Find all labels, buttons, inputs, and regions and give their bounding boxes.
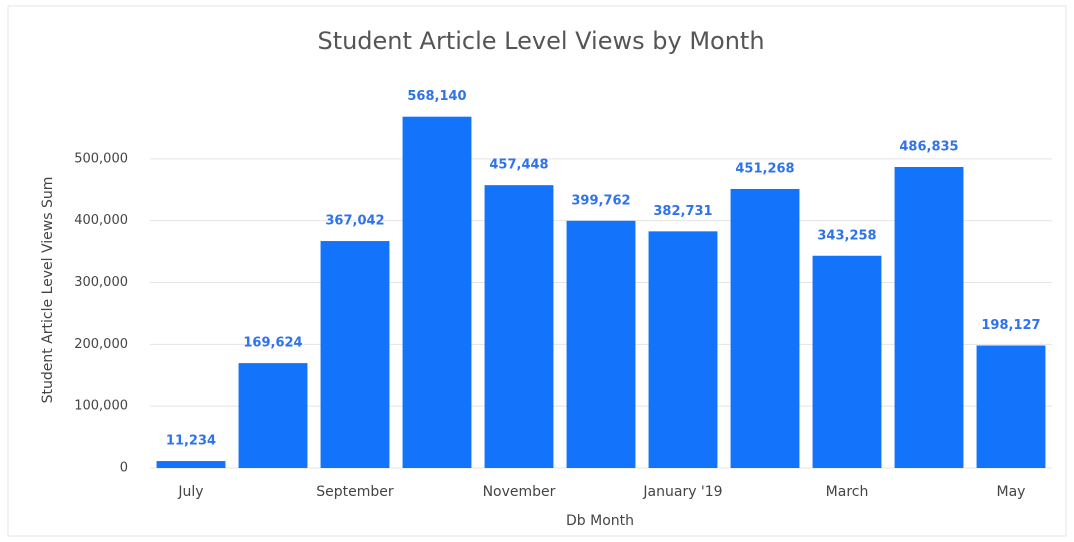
x-tick-label: September: [316, 484, 394, 500]
y-tick-label: 300,000: [74, 275, 128, 290]
data-label: 382,731: [653, 204, 712, 219]
x-tick-label: July: [177, 484, 203, 500]
bar: [976, 345, 1046, 468]
data-label: 11,234: [166, 434, 216, 449]
x-tick-label: March: [826, 484, 869, 500]
bar: [484, 185, 554, 468]
x-tick-label: May: [997, 484, 1026, 500]
bar: [648, 231, 718, 468]
y-tick-label: 0: [120, 461, 128, 476]
y-tick-label: 400,000: [74, 213, 128, 228]
data-label: 568,140: [407, 89, 466, 104]
data-label: 343,258: [817, 228, 876, 243]
bar: [566, 220, 636, 468]
data-label: 451,268: [735, 161, 794, 176]
data-label: 169,624: [243, 336, 302, 351]
y-axis-title: Student Article Level Views Sum: [40, 177, 56, 404]
bar: [320, 241, 390, 468]
data-label: 457,448: [489, 158, 548, 173]
chart-title: Student Article Level Views by Month: [317, 27, 764, 55]
bar: [894, 166, 964, 468]
bar: [238, 363, 308, 468]
bar: [156, 461, 226, 468]
bar: [402, 116, 472, 468]
y-tick-label: 100,000: [74, 399, 128, 414]
x-tick-label: November: [483, 484, 556, 500]
y-tick-label: 200,000: [74, 337, 128, 352]
data-label: 399,762: [571, 193, 630, 208]
data-label: 367,042: [325, 214, 384, 229]
bar: [730, 188, 800, 469]
y-tick-label: 500,000: [74, 151, 128, 166]
bar: [812, 255, 882, 468]
x-tick-label: January '19: [642, 484, 722, 500]
x-axis-title: Db Month: [566, 513, 634, 529]
data-label: 198,127: [981, 318, 1040, 333]
data-label: 486,835: [899, 139, 958, 154]
